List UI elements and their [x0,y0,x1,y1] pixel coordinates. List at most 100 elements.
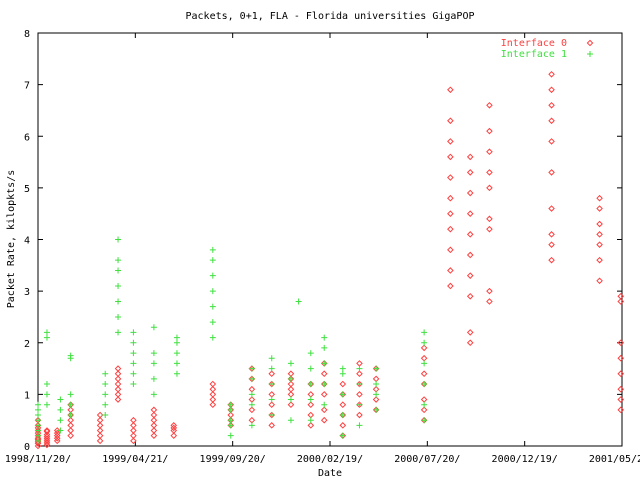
data-point-plus [339,412,346,419]
data-point-diamond [130,432,137,439]
data-point-diamond [617,406,625,414]
data-point-diamond [486,101,493,109]
y-tick-label: 5 [24,184,30,195]
data-point-plus [150,324,157,331]
data-point-plus [421,381,428,388]
data-point-diamond [67,427,74,434]
data-point-diamond [356,360,363,367]
data-point-diamond [596,231,603,238]
data-point-diamond [372,385,380,393]
x-tick-label: 1999/04/21/ [102,454,168,465]
series-interface-0 [34,70,625,450]
data-point-plus [43,334,50,341]
data-point-diamond [170,422,178,429]
data-point-diamond [320,370,328,378]
y-axis: 0 1 2 3 4 5 6 7 8 [24,29,622,453]
data-point-plus [102,370,109,377]
data-point-diamond [307,401,315,409]
data-point-plus [248,375,255,382]
data-point-plus [321,401,328,408]
data-point-plus [115,313,122,320]
data-point-plus [268,412,275,419]
data-point-diamond [150,432,158,439]
data-point-plus [307,365,314,372]
data-point-plus [209,272,216,279]
data-point-diamond [67,432,74,439]
data-point-diamond [548,205,555,212]
data-point-plus [287,375,294,382]
x-axis-label: Date [318,468,342,479]
data-point-diamond [466,272,474,279]
data-point-plus [35,422,41,429]
data-point-diamond [420,344,428,352]
data-point-plus [227,422,234,429]
data-point-diamond [596,277,603,285]
y-tick-label: 8 [24,29,30,40]
data-point-diamond [150,422,158,429]
data-point-plus [35,427,41,434]
data-point-diamond [209,380,217,388]
data-point-diamond [130,437,137,445]
data-point-diamond [447,153,454,161]
data-point-diamond [617,370,625,378]
data-point-diamond [486,215,493,223]
data-point-diamond [586,39,594,47]
data-point-diamond [447,138,454,145]
data-point-diamond [596,241,603,248]
data-point-plus [248,401,255,408]
data-point-plus [421,339,428,346]
data-point-plus [227,432,234,439]
y-tick-label: 3 [24,287,30,298]
data-point-plus [130,360,137,367]
data-point-diamond [307,422,315,429]
data-point-plus [287,396,294,403]
data-point-diamond [287,401,295,409]
data-point-diamond [227,411,235,419]
data-point-plus [307,396,314,403]
data-point-plus [373,391,380,398]
data-point-diamond [150,411,158,419]
data-point-diamond [466,169,474,176]
data-point-diamond [96,427,104,434]
y-tick-label: 1 [24,390,30,401]
data-point-diamond [548,231,555,238]
y-tick-label: 4 [24,236,30,247]
data-point-diamond [420,354,428,362]
data-point-diamond [248,416,256,424]
data-point-plus [268,381,275,388]
data-point-diamond [130,416,137,424]
data-point-diamond [248,396,256,403]
data-point-diamond [617,396,625,403]
data-point-diamond [548,256,555,264]
data-point-diamond [356,391,363,398]
data-point-diamond [447,246,454,254]
data-point-diamond [114,380,122,388]
data-point-plus [115,298,122,305]
data-point-diamond [447,267,454,274]
y-tick-label: 2 [24,339,30,350]
data-point-plus [339,391,346,398]
data-point-plus [307,350,314,357]
data-point-diamond [596,220,603,228]
data-point-plus [102,391,109,398]
data-point-diamond [447,225,454,233]
data-point-diamond [486,287,493,295]
data-point-plus [295,298,302,305]
data-point-diamond [287,380,295,388]
data-point-diamond [356,411,363,419]
data-point-diamond [114,396,122,403]
data-point-plus [35,437,41,444]
data-point-plus [173,339,180,346]
data-point-plus [130,329,137,336]
data-point-diamond [486,169,493,176]
data-point-plus [115,236,122,243]
data-point-plus [209,319,216,326]
data-point-plus [307,417,314,424]
data-point-diamond [466,210,474,217]
y-axis-label: Packet Rate, kilopkts/s [6,170,17,308]
x-tick-label: 2000/12/19/ [492,454,558,465]
data-point-diamond [96,422,104,429]
data-point-diamond [114,375,122,383]
data-point-diamond [67,416,74,424]
